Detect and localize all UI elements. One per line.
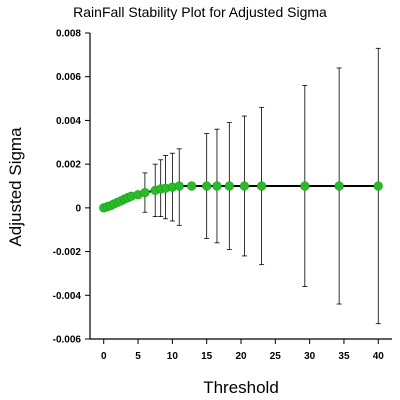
x-tick-label: 25: [270, 351, 282, 362]
y-tick-label: 0.006: [56, 72, 81, 83]
x-tick-label: 10: [167, 351, 179, 362]
x-tick-label: 35: [338, 351, 350, 362]
x-tick-label: 40: [373, 351, 385, 362]
y-tick-label: -0.004: [53, 291, 82, 302]
plot-area: -0.006 -0.004 -0.002 0 0.002 0.004 0.006 0.008 0…: [53, 29, 392, 362]
data-point: [239, 181, 250, 191]
x-tick-label: 30: [304, 351, 316, 362]
data-point: [300, 181, 310, 191]
data-point: [140, 187, 150, 198]
data-point: [334, 181, 344, 191]
data-point: [212, 181, 222, 191]
y-tick-label: 0: [75, 203, 81, 214]
y-tick-label: 0.004: [56, 116, 81, 127]
y-tick-label: -0.006: [53, 335, 82, 346]
x-axis-label: Threshold: [203, 378, 279, 397]
x-tick-label: 5: [135, 351, 141, 362]
x-tick-label: 15: [201, 351, 213, 362]
y-axis-label: Adjusted Sigma: [6, 127, 25, 247]
data-point: [202, 181, 212, 191]
chart-title: RainFall Stability Plot for Adjusted Sig…: [73, 4, 327, 20]
x-tick-label: 20: [235, 351, 247, 362]
data-point: [224, 181, 234, 191]
data-point: [373, 181, 383, 191]
data-point: [174, 181, 184, 191]
data-point: [186, 181, 197, 191]
y-tick-label: -0.002: [53, 247, 82, 258]
data-point: [256, 181, 267, 191]
y-tick-label: 0.008: [56, 29, 81, 40]
y-tick-label: 0.002: [56, 160, 81, 171]
x-tick-label: 0: [101, 351, 107, 362]
